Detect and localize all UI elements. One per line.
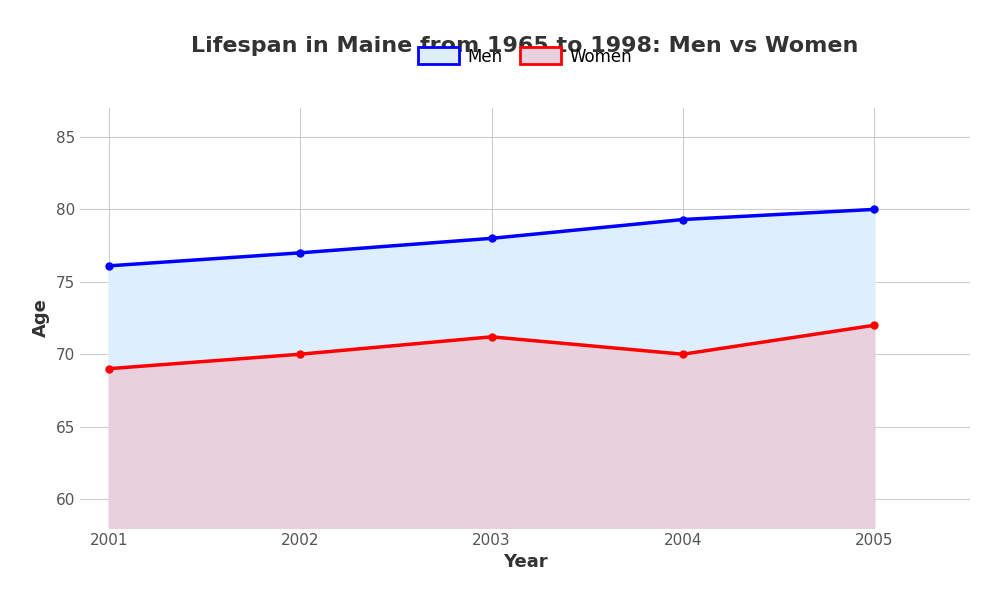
Title: Lifespan in Maine from 1965 to 1998: Men vs Women: Lifespan in Maine from 1965 to 1998: Men…	[191, 37, 859, 56]
Y-axis label: Age: Age	[32, 299, 50, 337]
X-axis label: Year: Year	[503, 553, 547, 571]
Legend: Men, Women: Men, Women	[411, 41, 639, 72]
